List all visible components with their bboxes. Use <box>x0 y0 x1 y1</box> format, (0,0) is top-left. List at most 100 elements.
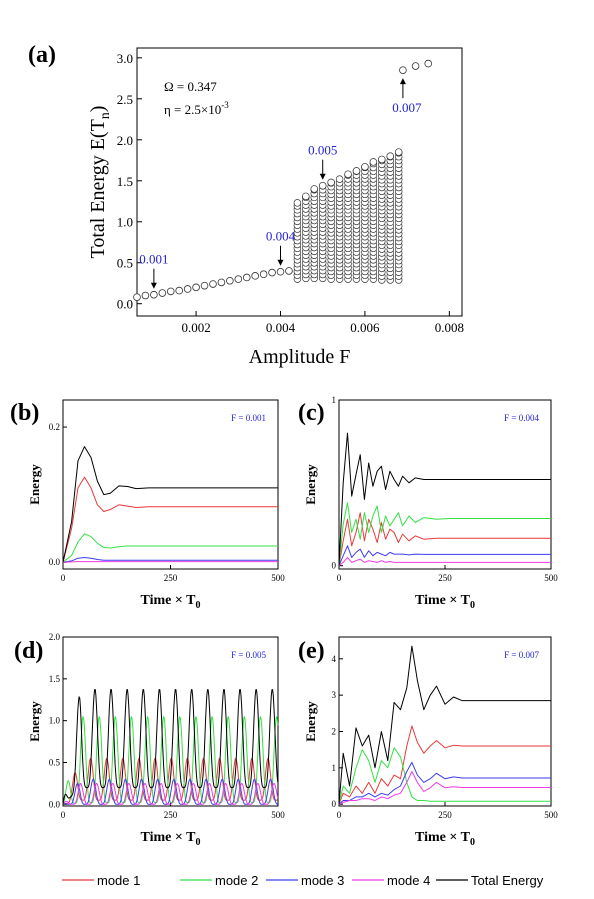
data-point <box>141 291 150 300</box>
panel-a: (a) 0.002 0.004 0.006 0.008 0.0 0.5 1.0 1.5 2.0 2.… <box>28 42 464 368</box>
y-axis-label: Energy <box>27 464 42 505</box>
y-tick-label: 2.5 <box>117 92 133 107</box>
x-tick-label: 0 <box>337 810 342 820</box>
data-point <box>209 280 217 288</box>
data-point <box>158 289 167 297</box>
x-tick-label: 0.002 <box>181 320 210 335</box>
data-point <box>318 181 327 190</box>
data-point <box>217 278 226 287</box>
series-line-total-energy <box>62 689 279 805</box>
x-tick-label: 0.004 <box>266 320 296 335</box>
panel-d: (d) F = 0.005 0 250 500 0.0 0.5 1.0 1.5 2.0 Time ×… <box>14 632 285 848</box>
y-tick-label: 2 <box>332 726 337 736</box>
x-tick-label: 250 <box>164 810 178 820</box>
series-line-total-energy <box>338 645 551 805</box>
series-line-total-energy <box>62 446 278 563</box>
annotation-arrowhead <box>150 282 157 289</box>
plot-frame <box>62 399 279 570</box>
data-point <box>251 272 259 280</box>
plot-frame <box>136 47 463 317</box>
x-tick-label: 500 <box>271 573 285 583</box>
y-tick-label: 0 <box>332 799 337 809</box>
data-point <box>133 293 141 301</box>
panel-label: (e) <box>298 638 325 664</box>
data-point <box>259 270 268 279</box>
x-tick-label: 500 <box>544 810 558 820</box>
series-line-mode-3 <box>62 778 278 805</box>
data-point <box>285 267 293 275</box>
param-eta-sub: -3 <box>221 100 229 110</box>
y-axis-label-end: ) <box>87 106 109 113</box>
y-tick-label: 1 <box>332 395 337 405</box>
x-axis-label: Amplitude F <box>249 346 351 368</box>
data-point <box>327 178 335 187</box>
panel-label: (d) <box>14 638 43 664</box>
series-line-mode-1 <box>338 512 551 566</box>
x-axis-label-sub: 0 <box>470 600 475 611</box>
y-tick-label: 2.0 <box>49 632 61 642</box>
x-axis-label: Time × T0 <box>415 593 475 611</box>
x-tick-label: 0 <box>61 810 66 820</box>
x-axis-label-main: Time × T <box>415 830 471 845</box>
legend-label: mode 4 <box>387 873 430 888</box>
y-tick-label: 0.0 <box>117 297 133 312</box>
annotation-arrowhead <box>277 259 284 266</box>
x-tick-label: 0 <box>337 573 342 583</box>
x-tick-label: 500 <box>544 573 558 583</box>
series-line-mode-3 <box>338 761 551 805</box>
data-point <box>386 152 394 160</box>
data-point <box>411 62 420 70</box>
data-point <box>369 158 378 166</box>
force-label: F = 0.005 <box>231 650 266 660</box>
x-axis-label-main: Time × T <box>141 593 197 608</box>
y-tick-label: 0.0 <box>49 799 61 809</box>
force-label: F = 0.007 <box>504 650 539 660</box>
data-point <box>335 175 344 183</box>
series-line-mode-1 <box>62 757 279 805</box>
y-tick-label: 0.0 <box>49 557 61 567</box>
x-axis-label: Time × T0 <box>141 830 201 848</box>
y-axis-label-main: Total Energy E(T <box>87 119 109 258</box>
y-tick-label: 4 <box>332 654 337 664</box>
x-tick-label: 250 <box>164 573 178 583</box>
series-line-mode-1 <box>62 476 278 563</box>
x-axis-label-main: Time × T <box>415 593 471 608</box>
plot-frame <box>338 636 552 807</box>
series-line-mode-2 <box>62 716 279 805</box>
data-point <box>302 192 310 201</box>
data-point <box>150 290 158 299</box>
data-point <box>183 285 192 293</box>
series-line-total-energy <box>338 432 551 566</box>
y-tick-label: 3.0 <box>117 51 133 66</box>
legend: mode 1 mode 2 mode 3 mode 4 Total Energy <box>62 873 544 888</box>
data-point <box>399 66 407 74</box>
series-line-mode-2 <box>338 502 551 566</box>
param-eta: η = 2.5×10-3 <box>164 100 229 117</box>
annotation-label: 0.004 <box>266 229 296 244</box>
series-line-mode-1 <box>338 725 551 805</box>
annotation-arrowhead <box>399 78 406 85</box>
y-axis-label: Energy <box>303 464 318 505</box>
data-point <box>175 286 184 295</box>
data-point <box>276 267 285 276</box>
data-point <box>378 155 386 164</box>
y-tick-label: 0.5 <box>49 757 61 767</box>
legend-label: mode 1 <box>97 873 140 888</box>
annotation-arrowhead <box>319 173 326 180</box>
y-axis-label: Total Energy E(Tn) <box>87 106 113 259</box>
panel-label: (a) <box>28 42 56 68</box>
x-axis-label: Time × T0 <box>141 593 201 611</box>
data-point <box>352 167 361 175</box>
x-tick-label: 500 <box>271 810 285 820</box>
series-line-mode-3 <box>338 545 551 566</box>
data-point <box>268 268 276 277</box>
legend-label: Total Energy <box>471 873 544 888</box>
data-point <box>234 275 243 283</box>
data-point <box>293 199 302 207</box>
data-point <box>310 185 319 193</box>
param-omega: Ω = 0.347 <box>164 79 217 94</box>
plot-frame <box>338 399 552 570</box>
y-tick-label: 0.5 <box>117 256 133 271</box>
x-tick-label: 250 <box>438 573 452 583</box>
series-line-mode-3 <box>62 557 278 563</box>
